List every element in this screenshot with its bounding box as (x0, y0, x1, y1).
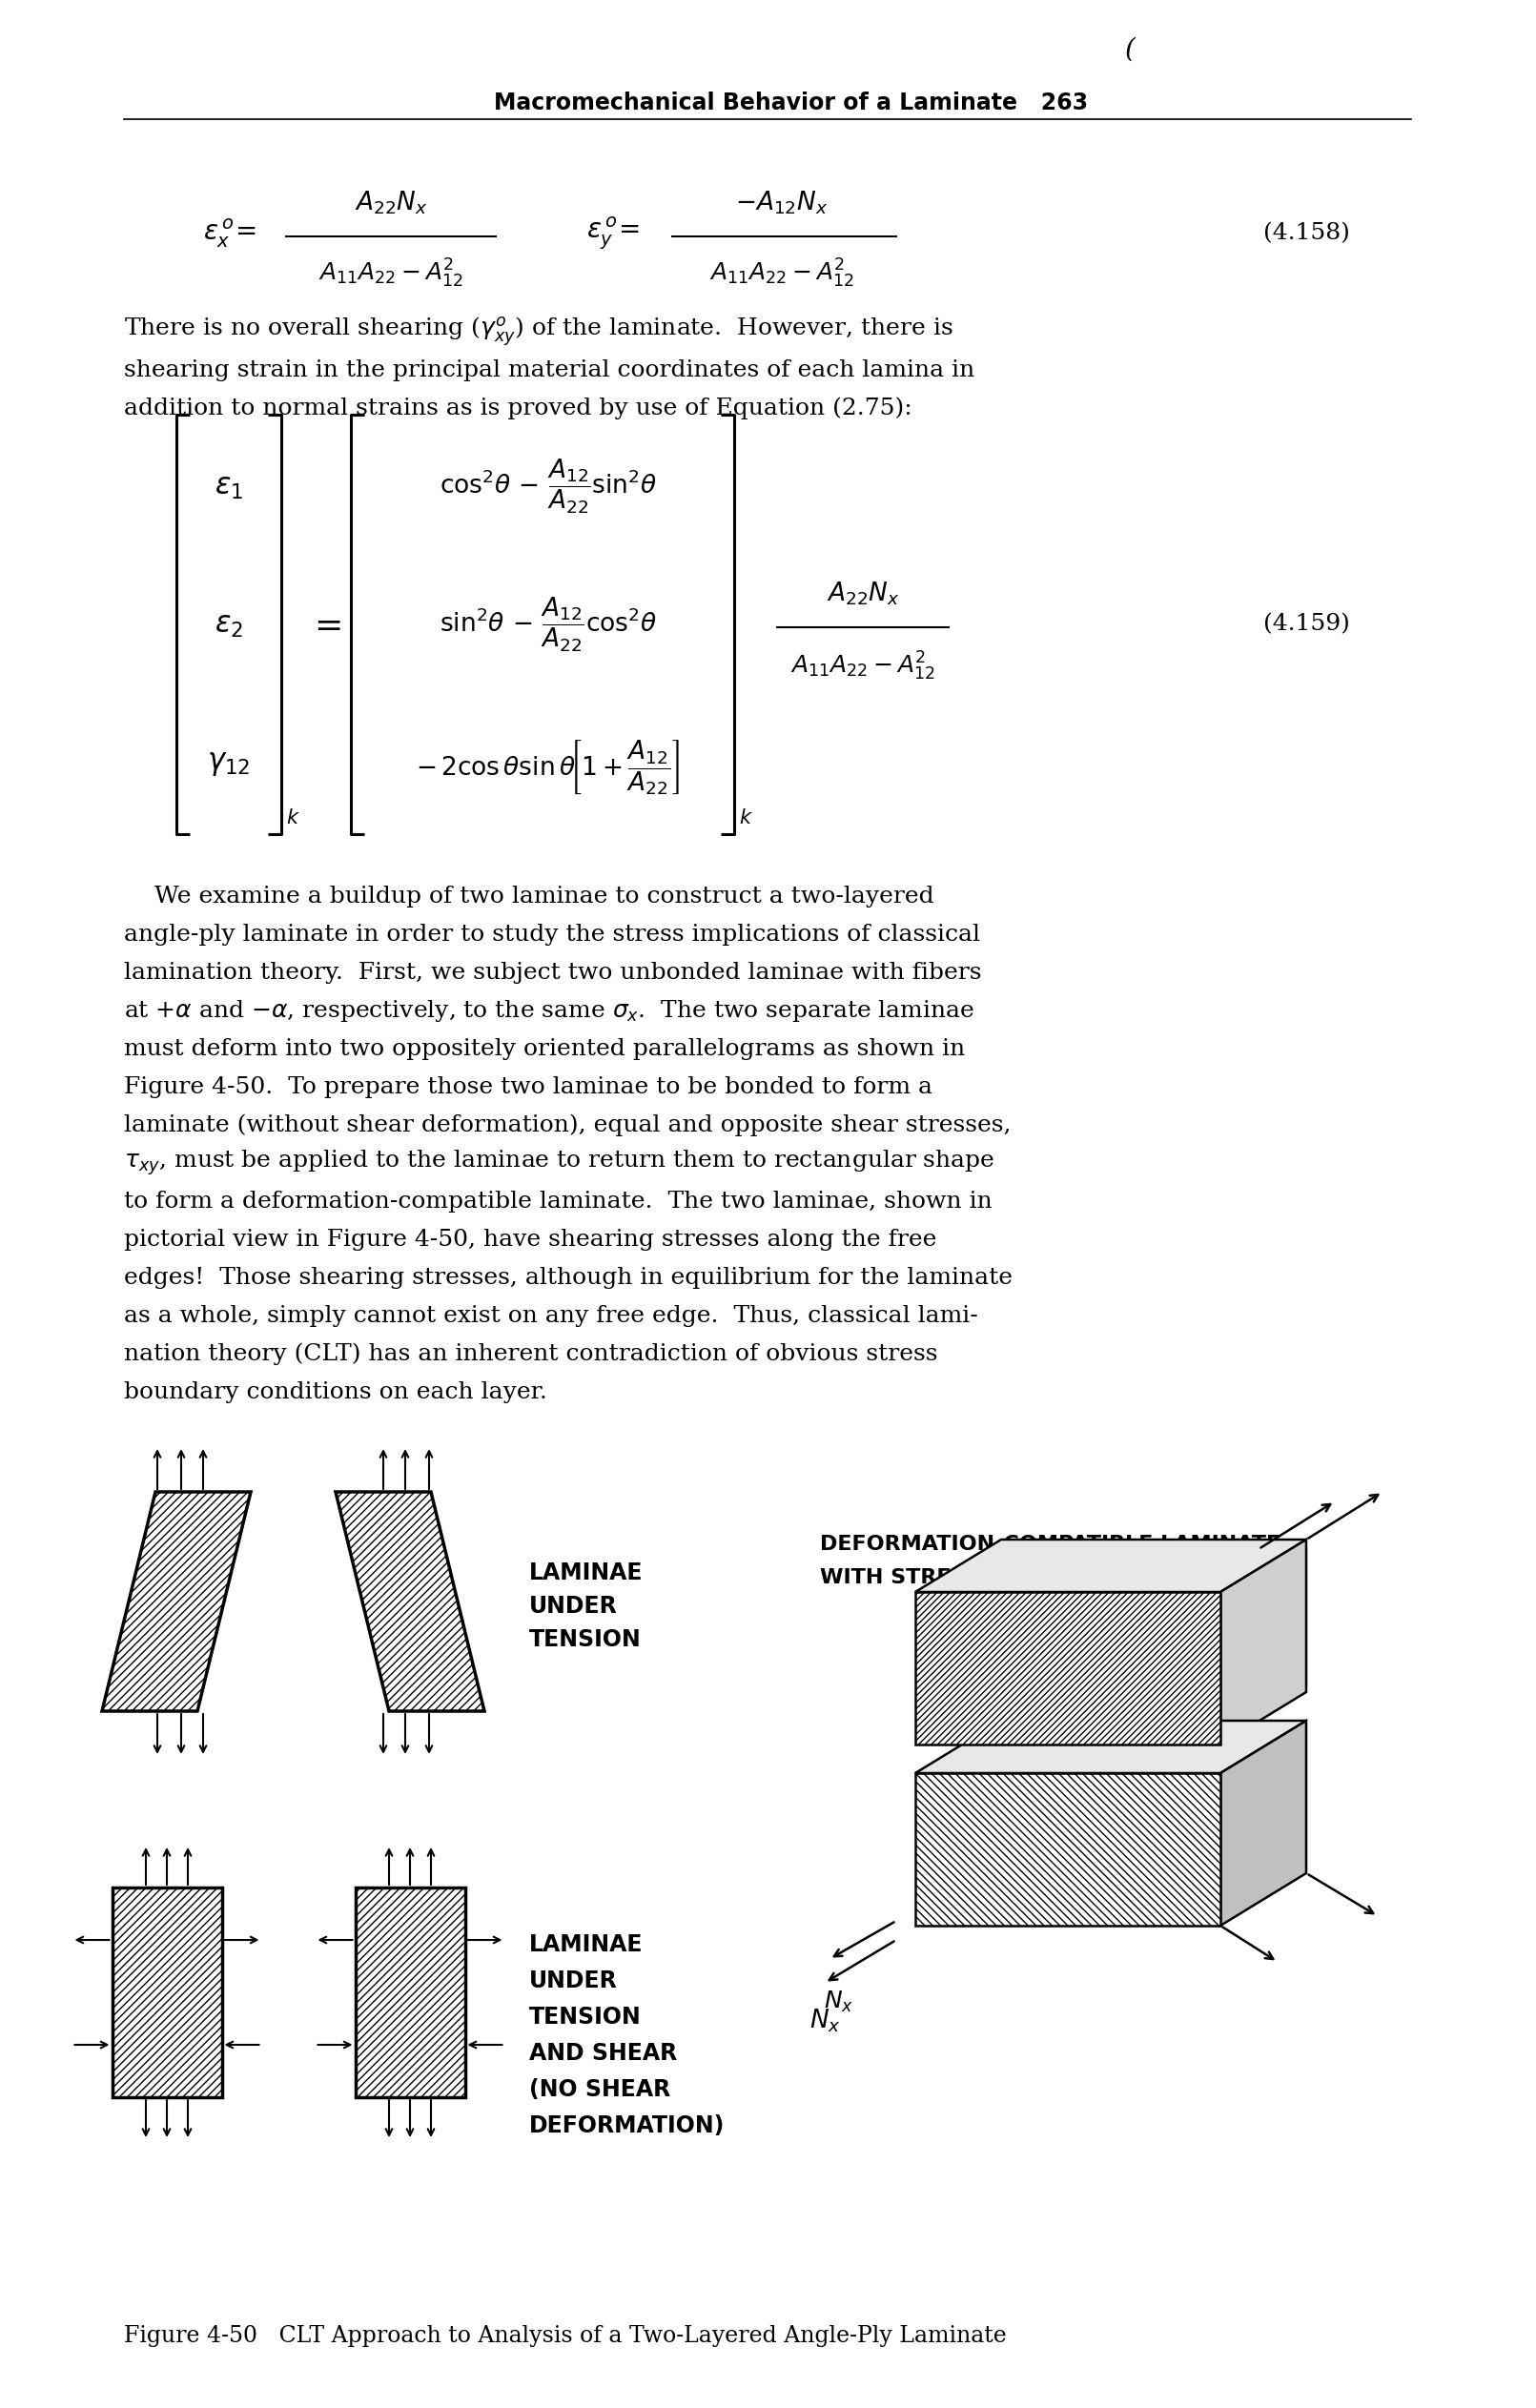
Text: $-\,2\cos\theta\sin\theta\!\left[1+\dfrac{A_{12}}{A_{22}}\right]$: $-\,2\cos\theta\sin\theta\!\left[1+\dfra… (416, 737, 680, 797)
Text: DEFORMATION-COMPATIBLE LAMINATE: DEFORMATION-COMPATIBLE LAMINATE (820, 1534, 1281, 1553)
Text: DEFORMATION): DEFORMATION) (530, 2114, 725, 2138)
Text: laminate (without shear deformation), equal and opposite shear stresses,: laminate (without shear deformation), eq… (124, 1112, 1011, 1137)
Text: UNDER: UNDER (530, 1594, 617, 1618)
Text: $\tau_{xy}$, must be applied to the laminae to return them to rectangular shape: $\tau_{xy}$, must be applied to the lami… (124, 1149, 995, 1178)
Polygon shape (1221, 1722, 1306, 1926)
Text: There is no overall shearing ($\gamma^o_{xy}$) of the laminate.  However, there : There is no overall shearing ($\gamma^o_… (124, 315, 952, 349)
Text: LAMINAE: LAMINAE (530, 1934, 644, 1955)
Text: (4.158): (4.158) (1263, 222, 1350, 246)
Text: nation theory (CLT) has an inherent contradiction of obvious stress: nation theory (CLT) has an inherent cont… (124, 1341, 937, 1365)
Text: WITH STRESSES FROM CLT: WITH STRESSES FROM CLT (820, 1568, 1135, 1587)
Text: $N_x$: $N_x$ (809, 2008, 840, 2035)
Polygon shape (915, 1592, 1221, 1743)
Text: $k$: $k$ (286, 809, 300, 828)
Polygon shape (355, 1888, 465, 2097)
Polygon shape (112, 1888, 221, 2097)
Text: $\varepsilon^{\,o}_x\!=\!$: $\varepsilon^{\,o}_x\!=\!$ (203, 217, 255, 250)
Text: (4.159): (4.159) (1263, 614, 1350, 636)
Text: $N_x$: $N_x$ (825, 1989, 854, 2015)
Text: $A_{11}A_{22}-A^2_{12}$: $A_{11}A_{22}-A^2_{12}$ (710, 258, 854, 289)
Text: to form a deformation-compatible laminate.  The two laminae, shown in: to form a deformation-compatible laminat… (124, 1190, 992, 1211)
Text: lamination theory.  First, we subject two unbonded laminae with fibers: lamination theory. First, we subject two… (124, 961, 982, 982)
Polygon shape (915, 1722, 1306, 1772)
Text: UNDER: UNDER (530, 1970, 617, 1991)
Text: angle-ply laminate in order to study the stress implications of classical: angle-ply laminate in order to study the… (124, 922, 980, 946)
Text: $\cos^2\!\theta\,-\,\dfrac{A_{12}}{A_{22}}\sin^2\!\theta$: $\cos^2\!\theta\,-\,\dfrac{A_{12}}{A_{22… (439, 458, 657, 515)
Text: Macromechanical Behavior of a Laminate   263: Macromechanical Behavior of a Laminate 2… (495, 92, 1089, 116)
Text: TENSION: TENSION (530, 2006, 642, 2028)
Text: AND SHEAR: AND SHEAR (530, 2042, 677, 2064)
Text: $-A_{12}N_x$: $-A_{12}N_x$ (736, 190, 828, 217)
Text: $=$: $=$ (307, 609, 341, 641)
Text: pictorial view in Figure 4-50, have shearing stresses along the free: pictorial view in Figure 4-50, have shea… (124, 1228, 937, 1250)
Text: boundary conditions on each layer.: boundary conditions on each layer. (124, 1380, 547, 1404)
Text: shearing strain in the principal material coordinates of each lamina in: shearing strain in the principal materia… (124, 359, 975, 380)
Text: $k$: $k$ (739, 809, 753, 828)
Text: Figure 4-50   CLT Approach to Analysis of a Two-Layered Angle-Ply Laminate: Figure 4-50 CLT Approach to Analysis of … (124, 2324, 1006, 2345)
Polygon shape (1221, 1539, 1306, 1743)
Text: $\gamma_{12}$: $\gamma_{12}$ (207, 749, 250, 778)
Text: (NO SHEAR: (NO SHEAR (530, 2078, 671, 2102)
Polygon shape (101, 1493, 250, 1712)
Text: $A_{22}N_x$: $A_{22}N_x$ (826, 580, 900, 607)
Text: must deform into two oppositely oriented parallelograms as shown in: must deform into two oppositely oriented… (124, 1038, 965, 1060)
Polygon shape (915, 1772, 1221, 1926)
Text: $A_{22}N_x$: $A_{22}N_x$ (355, 190, 427, 217)
Text: We examine a buildup of two laminae to construct a two-layered: We examine a buildup of two laminae to c… (124, 886, 934, 908)
Text: LAMINAE: LAMINAE (530, 1560, 644, 1584)
Text: $A_{11}A_{22}-A^2_{12}$: $A_{11}A_{22}-A^2_{12}$ (791, 650, 935, 681)
Polygon shape (915, 1539, 1306, 1592)
Text: addition to normal strains as is proved by use of Equation (2.75):: addition to normal strains as is proved … (124, 397, 912, 419)
Text: edges!  Those shearing stresses, although in equilibrium for the laminate: edges! Those shearing stresses, although… (124, 1267, 1012, 1288)
Text: $\varepsilon^{\,o}_y\!=\!$: $\varepsilon^{\,o}_y\!=\!$ (585, 214, 639, 253)
Polygon shape (335, 1493, 484, 1712)
Text: $\varepsilon_1$: $\varepsilon_1$ (215, 472, 243, 501)
Text: $\sin^2\!\theta\,-\,\dfrac{A_{12}}{A_{22}}\cos^2\!\theta$: $\sin^2\!\theta\,-\,\dfrac{A_{12}}{A_{22… (439, 595, 657, 653)
Text: Figure 4-50.  To prepare those two laminae to be bonded to form a: Figure 4-50. To prepare those two lamina… (124, 1076, 932, 1098)
Text: $\varepsilon_2$: $\varepsilon_2$ (215, 609, 243, 638)
Text: at $+\alpha$ and $-\alpha$, respectively, to the same $\sigma_x$.  The two separ: at $+\alpha$ and $-\alpha$, respectively… (124, 997, 974, 1023)
Text: (: ( (1124, 36, 1135, 63)
Text: TENSION: TENSION (530, 1628, 642, 1652)
Text: $A_{11}A_{22}-A^2_{12}$: $A_{11}A_{22}-A^2_{12}$ (318, 258, 464, 289)
Text: as a whole, simply cannot exist on any free edge.  Thus, classical lami-: as a whole, simply cannot exist on any f… (124, 1305, 978, 1327)
